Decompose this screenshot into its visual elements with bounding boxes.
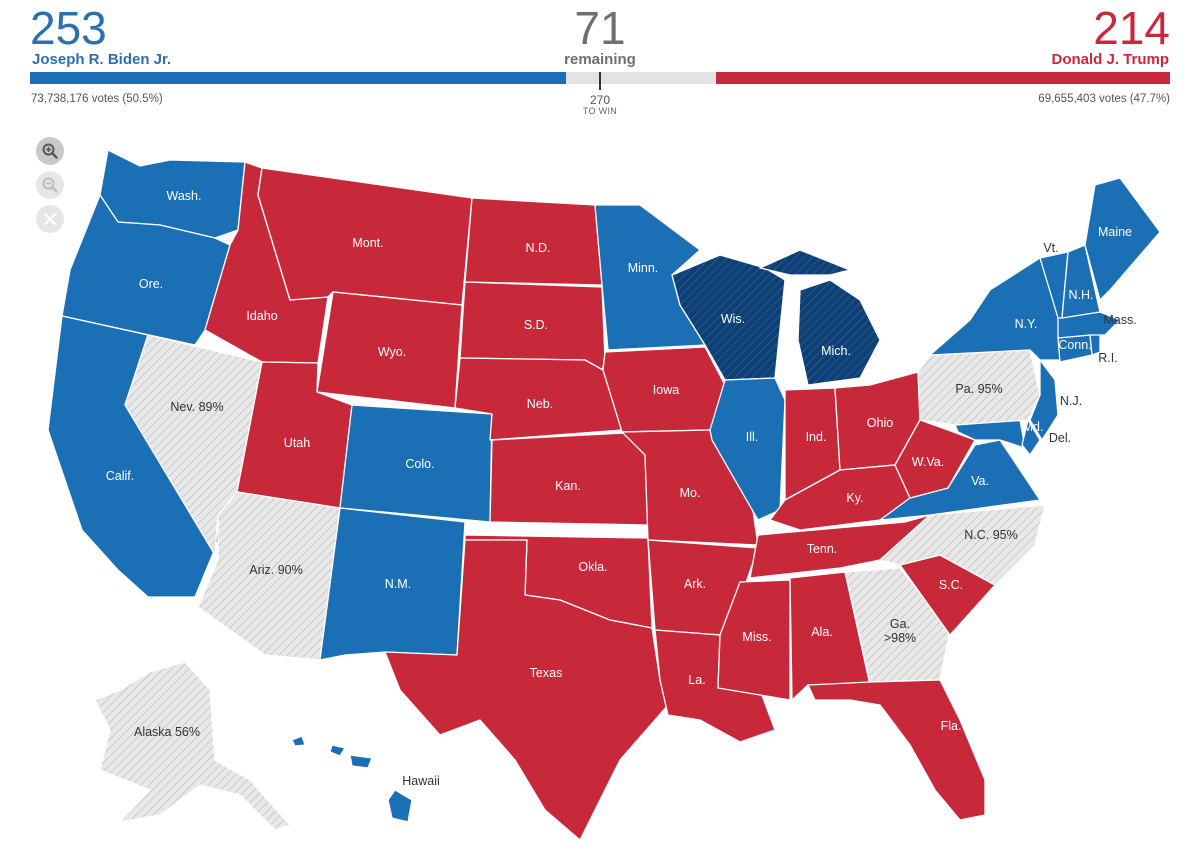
state-ne[interactable]	[454, 357, 623, 441]
state-label-vt: Vt.	[1043, 241, 1058, 255]
zoom-in-button[interactable]	[36, 137, 64, 165]
state-label-nc: N.C. 95%	[964, 528, 1018, 542]
remaining-electoral-votes: 71	[574, 2, 626, 54]
state-label-ms: Miss.	[742, 630, 771, 644]
state-label-ct: Conn.	[1058, 338, 1091, 352]
state-ga[interactable]	[844, 567, 951, 683]
state-tx[interactable]	[384, 539, 669, 841]
state-label-sd: S.D.	[524, 318, 548, 332]
state-label-nd: N.D.	[526, 241, 551, 255]
rep-electoral-bar	[716, 72, 1170, 84]
zoom-out-icon	[42, 177, 58, 193]
rep-electoral-votes: 214	[1093, 2, 1170, 54]
state-label-nj: N.J.	[1060, 394, 1082, 408]
state-label-mi: Mich.	[821, 344, 851, 358]
state-label-ky: Ky.	[846, 491, 863, 505]
state-label-ny: N.Y.	[1015, 317, 1038, 331]
state-label-ia: Iowa	[653, 383, 679, 397]
state-label-ks: Kan.	[555, 479, 581, 493]
state-label-mn: Minn.	[628, 261, 659, 275]
state-label-mo: Mo.	[680, 486, 701, 500]
state-label-il: Ill.	[746, 430, 759, 444]
state-label-oh: Ohio	[867, 416, 893, 430]
state-label-wa: Wash.	[167, 189, 202, 203]
state-label-wy: Wyo.	[378, 345, 406, 359]
state-label-tn: Tenn.	[807, 542, 838, 556]
state-label-sc: S.C.	[939, 578, 963, 592]
dem-candidate-name: Joseph R. Biden Jr.	[32, 51, 172, 68]
state-label-or: Ore.	[139, 277, 163, 291]
us-electoral-map: Wash. Ore. Calif. Nev. 89% Idaho Mont. Wyo. Uta…	[47, 149, 1161, 841]
state-label-ar: Ark.	[684, 577, 706, 591]
state-nj[interactable]	[1029, 359, 1059, 441]
state-label-wv: W.Va.	[912, 455, 944, 469]
win-threshold-marker	[599, 72, 601, 90]
rep-candidate-name: Donald J. Trump	[1051, 51, 1169, 68]
state-label-nh: N.H.	[1069, 288, 1094, 302]
state-label-in: Ind.	[806, 430, 827, 444]
state-label-ga: Ga.	[890, 617, 910, 631]
state-il[interactable]	[709, 377, 786, 521]
state-label-al: Ala.	[811, 625, 833, 639]
state-label-ca: Calif.	[106, 469, 134, 483]
state-nc[interactable]	[879, 504, 1046, 586]
dem-popular-votes: 73,738,176 votes (50.5%)	[31, 93, 163, 105]
close-icon	[43, 212, 57, 226]
state-label-nv: Nev. 89%	[170, 400, 223, 414]
state-fl[interactable]	[807, 679, 986, 821]
state-label-va: Va.	[971, 474, 989, 488]
state-label-hi: Hawaii	[402, 774, 440, 788]
state-label-co: Colo.	[405, 457, 434, 471]
state-label-ri: R.I.	[1098, 351, 1117, 365]
reset-map-button[interactable]	[36, 205, 64, 233]
zoom-out-button[interactable]	[36, 171, 64, 199]
state-mi[interactable]	[759, 249, 881, 386]
state-label-ok: Okla.	[578, 560, 607, 574]
zoom-in-icon	[42, 143, 58, 159]
state-label-tx: Texas	[530, 666, 563, 680]
state-label-pa: Pa. 95%	[955, 382, 1002, 396]
win-threshold-label: TO WIN	[582, 106, 618, 116]
state-label-id: Idaho	[246, 309, 277, 323]
remaining-label: remaining	[564, 51, 636, 68]
state-label-me: Maine	[1098, 225, 1132, 239]
state-label-fl: Fla.	[941, 719, 962, 733]
state-label-ut: Utah	[284, 436, 310, 450]
state-label-wi: Wis.	[721, 312, 745, 326]
state-de[interactable]	[1021, 419, 1041, 456]
state-label-ga-line2: >98%	[884, 631, 916, 645]
rep-popular-votes: 69,655,403 votes (47.7%)	[1038, 93, 1170, 105]
state-nh[interactable]	[1061, 244, 1101, 319]
state-label-nm: N.M.	[385, 577, 411, 591]
state-label-de: Del.	[1049, 431, 1071, 445]
win-threshold-number: 270	[589, 93, 611, 107]
dem-electoral-votes: 253	[30, 2, 107, 54]
remaining-electoral-bar	[566, 72, 716, 84]
state-ak[interactable]	[94, 661, 291, 831]
results-header: 253 71 214 Joseph R. Biden Jr. remaining…	[0, 0, 1200, 125]
state-ms[interactable]	[717, 579, 791, 701]
state-label-az: Ariz. 90%	[249, 563, 303, 577]
state-label-ma: Mass.	[1103, 313, 1136, 327]
state-me[interactable]	[1084, 177, 1161, 301]
state-ny[interactable]	[929, 257, 1063, 361]
state-label-md: Md.	[1023, 420, 1044, 434]
state-label-mt: Mont.	[352, 236, 383, 250]
state-hi[interactable]	[291, 735, 413, 823]
state-label-la: La.	[688, 673, 705, 687]
state-label-ne: Neb.	[527, 397, 553, 411]
state-label-ak: Alaska 56%	[134, 725, 200, 739]
dem-electoral-bar	[30, 72, 566, 84]
